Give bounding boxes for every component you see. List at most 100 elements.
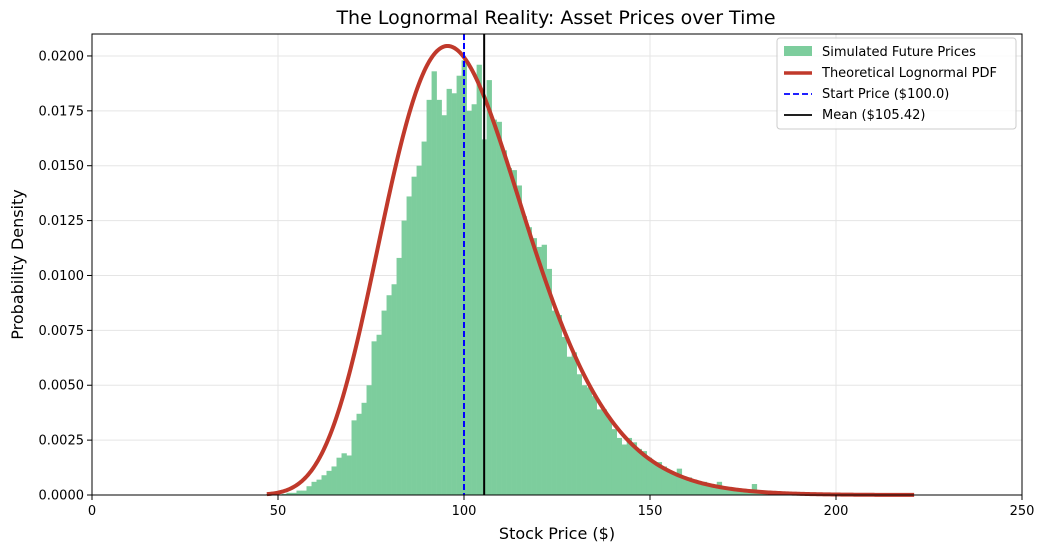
y-tick-label: 0.0025: [39, 434, 85, 449]
histogram-bar: [366, 385, 372, 495]
y-tick-label: 0.0175: [39, 104, 85, 119]
histogram-bar: [291, 492, 297, 495]
histogram-bar: [576, 374, 582, 495]
histogram-bar: [476, 64, 482, 495]
histogram-bar: [321, 475, 327, 495]
histogram-bar: [396, 257, 402, 495]
histogram-bar: [686, 477, 693, 495]
x-tick-label: 150: [638, 504, 663, 519]
histogram-bar: [591, 396, 597, 495]
histogram-bar: [306, 486, 312, 495]
histogram-bar: [491, 119, 497, 495]
histogram-bar: [356, 413, 362, 495]
histogram-bar: [341, 453, 347, 495]
histogram-bar: [431, 71, 437, 496]
histogram-bar: [361, 402, 367, 495]
histogram-bar: [631, 442, 638, 495]
y-tick-label: 0.0125: [39, 214, 85, 229]
histogram-bar: [316, 479, 322, 495]
y-tick-label: 0.0000: [39, 489, 85, 504]
histogram-bar: [681, 477, 688, 495]
histogram-bar: [556, 314, 562, 495]
chart-title: The Lognormal Reality: Asset Prices over…: [335, 7, 775, 29]
histogram-bar: [426, 99, 432, 495]
histogram-bar: [466, 110, 472, 495]
histogram-bar: [711, 486, 718, 495]
histogram-bar: [611, 429, 618, 495]
x-axis-title: Stock Price ($): [499, 524, 615, 543]
histogram-bar: [636, 448, 643, 495]
histogram-bar: [546, 268, 552, 495]
histogram-bar: [526, 227, 532, 495]
histogram-bar: [436, 99, 442, 495]
histogram-bar: [391, 284, 397, 495]
histogram-bar: [691, 479, 698, 495]
histogram-bar: [601, 409, 607, 495]
histogram-bar: [496, 121, 502, 496]
histogram-bar: [726, 488, 733, 495]
y-tick-label: 0.0075: [39, 324, 85, 339]
histogram-bar: [756, 492, 763, 495]
y-tick-label: 0.0050: [39, 379, 85, 394]
histogram-bar: [561, 336, 567, 495]
histogram-bar: [701, 481, 708, 495]
histogram-bar: [386, 295, 392, 495]
histogram-bar: [626, 437, 633, 495]
histogram-bar: [296, 490, 302, 495]
histogram-bar: [671, 473, 678, 495]
histogram-bar: [541, 244, 547, 495]
histogram-bar: [596, 409, 602, 495]
x-tick-label: 100: [452, 504, 477, 519]
histogram-bar: [606, 418, 613, 495]
histogram-bar: [446, 88, 452, 495]
histogram-bar: [621, 444, 628, 495]
histogram-bar: [471, 104, 477, 495]
histogram-bar: [516, 185, 522, 495]
histogram-bar: [301, 490, 307, 495]
histogram-bar: [661, 466, 668, 495]
histogram-bar: [521, 216, 527, 495]
histogram-bar: [736, 490, 743, 495]
y-axis-title: Probability Density: [8, 189, 27, 340]
x-tick-label: 200: [824, 504, 849, 519]
legend-label-histogram: Simulated Future Prices: [822, 45, 976, 60]
histogram-bar: [566, 356, 572, 495]
histogram-bar: [336, 457, 342, 495]
histogram-bar: [581, 385, 587, 495]
histogram-bar: [666, 470, 673, 495]
plot-frame: [91, 33, 1023, 496]
histogram-bar: [281, 493, 287, 495]
histogram-bar: [641, 451, 648, 495]
histogram-bar: [511, 170, 517, 495]
histogram-bar: [696, 481, 703, 495]
histogram-bar: [571, 352, 577, 495]
y-tick-label: 0.0200: [39, 49, 85, 64]
y-axis: 0.0000 0.0025 0.0050 0.0075 0.0100 0.0125 0.01…: [39, 49, 92, 504]
histogram-bar: [721, 488, 728, 495]
histogram-bar: [741, 490, 748, 495]
legend-label-start: Start Price ($100.0): [822, 87, 949, 102]
histogram-bar: [351, 420, 357, 495]
histogram-bar: [656, 462, 663, 495]
histogram-bar: [506, 167, 512, 495]
histogram-bar: [421, 141, 427, 496]
histogram-bar: [586, 387, 592, 495]
histogram-bar: [551, 310, 557, 495]
legend: Simulated Future Prices Theoretical Logn…: [776, 37, 1017, 130]
histogram-bar: [376, 334, 382, 495]
x-tick-label: 0: [88, 504, 96, 519]
x-tick-label: 250: [1010, 504, 1035, 519]
histogram-bar: [456, 75, 462, 495]
legend-box: [776, 37, 1017, 130]
histogram-bar: [536, 246, 542, 495]
histogram-bar: [531, 238, 537, 495]
histogram-bar: [646, 457, 653, 495]
histogram-bar: [676, 468, 683, 495]
histogram-bar: [416, 165, 422, 495]
histogram-bar: [346, 455, 352, 495]
histogram-bar: [286, 492, 292, 495]
histogram-bar: [411, 176, 417, 495]
y-tick-label: 0.0100: [39, 269, 85, 284]
x-axis: 0 50 100 150 200 250: [88, 495, 1035, 519]
